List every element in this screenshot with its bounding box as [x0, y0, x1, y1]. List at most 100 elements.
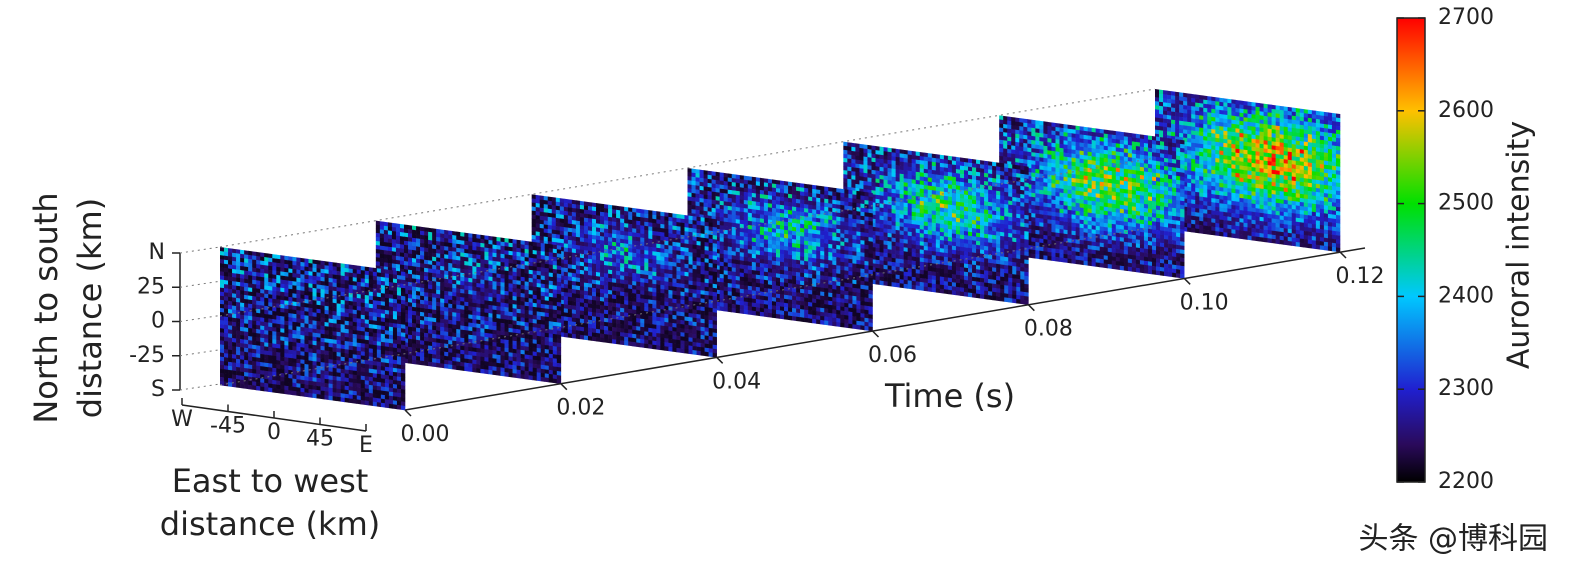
pixel — [1287, 135, 1293, 141]
pixel — [1175, 132, 1180, 138]
pixel — [1287, 163, 1293, 169]
pixel — [1283, 110, 1289, 116]
pixel — [1251, 175, 1256, 181]
pixel — [1000, 296, 1005, 302]
pixel — [1259, 135, 1264, 141]
pixel — [1267, 173, 1272, 179]
pixel — [1219, 166, 1224, 172]
pixel — [1291, 164, 1297, 170]
pixel — [1299, 157, 1305, 163]
pixel — [1187, 97, 1192, 103]
pixel — [1267, 185, 1272, 191]
pixel — [1231, 123, 1236, 129]
pixel — [1251, 150, 1256, 156]
pixel — [1207, 189, 1212, 195]
pixel — [1307, 129, 1313, 135]
pixel — [1279, 158, 1284, 164]
pixel — [1159, 117, 1164, 123]
pixel — [1243, 234, 1248, 240]
pixel — [1279, 154, 1284, 160]
pixel — [1307, 174, 1313, 180]
pixel — [1183, 96, 1188, 102]
pixel — [1335, 166, 1341, 172]
pixel — [1303, 153, 1309, 159]
pixel — [1283, 118, 1289, 124]
pixel — [1311, 134, 1317, 140]
pixel — [1319, 188, 1325, 194]
pixel — [1267, 128, 1272, 134]
pixel — [951, 290, 957, 296]
pixel — [1315, 118, 1321, 124]
pixel — [1231, 168, 1236, 174]
pixel — [1155, 121, 1160, 127]
pixel — [1291, 176, 1297, 182]
pixel — [1279, 126, 1284, 132]
pixel — [1275, 162, 1280, 168]
pixel — [1263, 160, 1268, 166]
pixel — [1187, 170, 1192, 176]
pixel — [1195, 114, 1200, 120]
pixel — [1335, 206, 1341, 212]
pixel — [1203, 144, 1208, 150]
pixel — [1315, 139, 1321, 145]
pixel — [1279, 182, 1284, 188]
pixel — [1315, 114, 1321, 120]
pixel — [1323, 144, 1329, 150]
pixel — [1203, 192, 1208, 198]
pixel — [1263, 132, 1268, 138]
pixel — [1167, 94, 1172, 100]
pixel — [1235, 185, 1240, 191]
pixel — [1259, 143, 1264, 149]
pixel — [1215, 174, 1220, 180]
pixel — [1299, 112, 1305, 118]
pixel — [1311, 207, 1317, 213]
pixel — [1155, 125, 1160, 131]
pixel — [1263, 197, 1268, 202]
pixel — [1231, 176, 1236, 182]
pixel — [1267, 124, 1272, 130]
pixel — [1207, 161, 1212, 166]
pixel — [1163, 122, 1168, 128]
pixel — [1203, 136, 1208, 142]
pixel — [935, 288, 941, 294]
pixel — [1203, 107, 1208, 113]
pixel — [1215, 141, 1220, 147]
pixel — [1247, 109, 1252, 115]
pixel — [1203, 188, 1208, 194]
pixel — [1323, 180, 1329, 186]
pixel — [1171, 95, 1176, 101]
pixel — [1299, 132, 1305, 138]
pixel — [1291, 139, 1297, 145]
pixel — [1203, 152, 1208, 158]
pixel — [1183, 121, 1188, 127]
pixel — [1167, 90, 1172, 96]
pixel — [1271, 149, 1276, 155]
pixel — [1247, 113, 1252, 119]
pixel — [1231, 148, 1236, 153]
pixel — [1199, 192, 1204, 198]
pixel — [1283, 195, 1289, 201]
pixel — [1287, 240, 1293, 246]
pixel — [1035, 254, 1040, 260]
pixel — [1315, 175, 1321, 181]
pixel — [927, 287, 933, 292]
pixel — [1195, 102, 1200, 108]
pixel — [1283, 142, 1289, 148]
pixel — [1303, 133, 1309, 139]
pixel — [1159, 105, 1164, 111]
pixel — [1219, 191, 1224, 196]
pixel — [1227, 232, 1232, 238]
pixel — [1251, 126, 1256, 132]
pixel — [1307, 113, 1313, 119]
pixel — [1311, 183, 1317, 189]
pixel — [1263, 201, 1268, 207]
pixel — [1263, 111, 1268, 117]
pixel — [1235, 112, 1240, 117]
pixel — [1315, 183, 1321, 189]
pixel — [1199, 228, 1204, 234]
pixel — [1215, 125, 1220, 131]
pixel — [1231, 115, 1236, 121]
pixel — [1335, 133, 1341, 139]
pixel — [1335, 141, 1341, 147]
pixel — [1331, 169, 1337, 175]
